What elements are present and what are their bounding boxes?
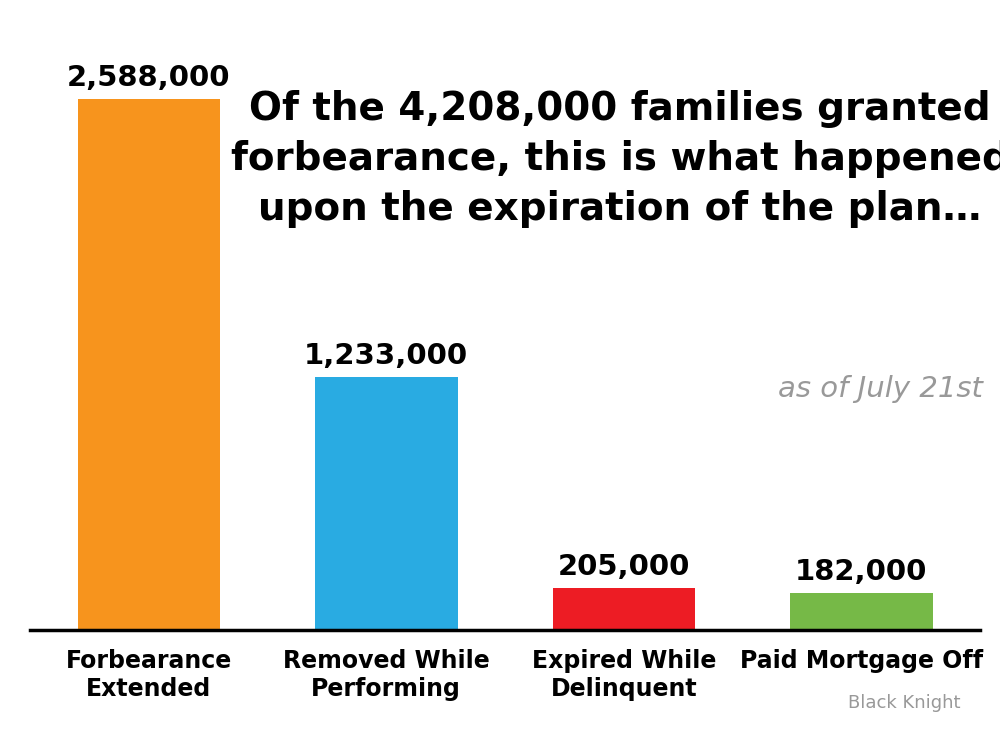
Text: 2,588,000: 2,588,000	[67, 64, 230, 92]
Text: 1,233,000: 1,233,000	[304, 342, 468, 370]
Bar	[315, 377, 458, 630]
Text: Of the 4,208,000 families granted
forbearance, this is what happened
upon the ex: Of the 4,208,000 families granted forbea…	[231, 90, 1000, 228]
Bar	[790, 592, 932, 630]
Text: 182,000: 182,000	[795, 557, 927, 586]
Bar	[552, 588, 695, 630]
Bar	[78, 100, 220, 630]
Text: Black Knight: Black Knight	[848, 694, 960, 712]
Text: as of July 21st: as of July 21st	[778, 375, 982, 403]
Text: 205,000: 205,000	[558, 553, 690, 580]
